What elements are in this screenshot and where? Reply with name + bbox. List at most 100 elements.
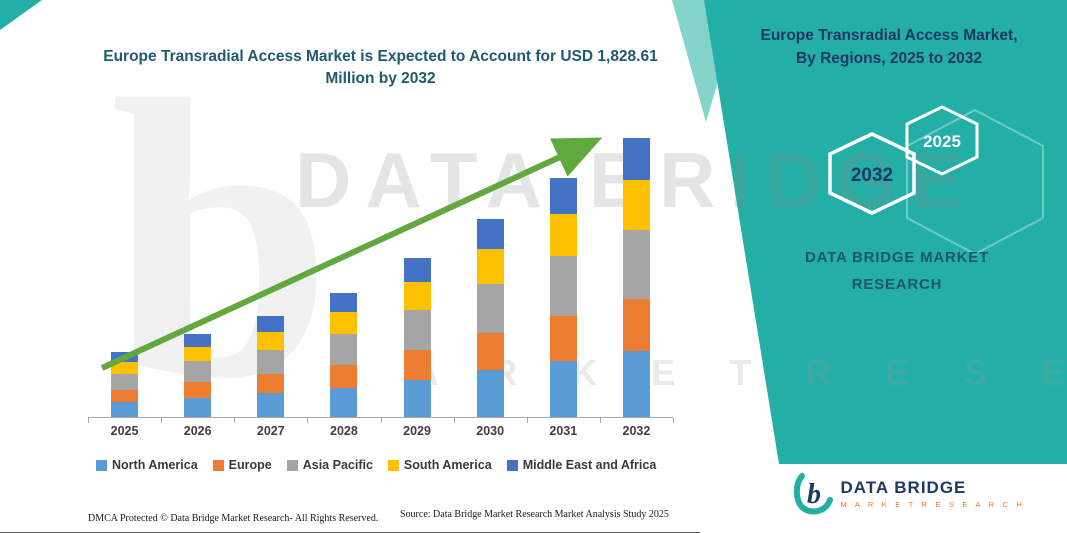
legend-swatch — [387, 459, 399, 471]
stacked-bar-2031 — [549, 177, 577, 417]
bar-segment — [330, 364, 358, 388]
bar-segment — [257, 349, 285, 375]
hexagon-2032 — [828, 132, 916, 215]
bar-segment — [111, 373, 139, 390]
bar-segment — [476, 248, 504, 285]
source-note: Source: Data Bridge Market Research Mark… — [400, 509, 669, 520]
bar-cell — [381, 118, 454, 417]
bar-cell — [234, 118, 307, 417]
bar-segment — [257, 331, 285, 350]
panel-title: Europe Transradial Access Market, By Reg… — [739, 24, 1039, 71]
bar-segment — [330, 388, 358, 417]
bar-cell — [307, 118, 380, 417]
legend-swatch — [506, 459, 518, 471]
bar-segment — [476, 218, 504, 249]
chart-title: Europe Transradial Access Market is Expe… — [103, 48, 658, 88]
right-panel: Europe Transradial Access Market, By Reg… — [727, 0, 1067, 533]
brand-line2: RESEARCH — [851, 276, 943, 293]
hexagon-2032-label: 2032 — [851, 165, 893, 186]
axis-tick — [453, 418, 455, 423]
legend-swatch — [96, 459, 107, 471]
legend-item: Europe — [212, 458, 272, 472]
x-axis-label: 2027 — [256, 424, 285, 438]
bar-segment — [622, 351, 650, 417]
legend-swatch — [212, 459, 224, 471]
stacked-bar-2026 — [184, 334, 212, 417]
bars-row — [88, 118, 673, 418]
brand-text: DATA BRIDGE MARKET RESEARCH — [747, 244, 1047, 298]
x-axis-label: 2025 — [110, 424, 139, 438]
stacked-bar-2029 — [403, 257, 431, 417]
hexagon-2025-label: 2025 — [923, 132, 961, 151]
axis-tick — [307, 418, 309, 423]
axis-tick — [88, 418, 89, 423]
legend-label: South America — [403, 458, 492, 472]
bar-segment — [330, 312, 358, 335]
bar-segment — [403, 349, 431, 380]
dmca-notice: DMCA Protected © Data Bridge Market Rese… — [88, 513, 379, 524]
databridge-logo: b DATA BRIDGE M A R K E T R E S E A R C … — [793, 471, 1026, 515]
bar-segment — [549, 256, 577, 316]
bar-segment — [184, 397, 212, 417]
legend-label: North America — [112, 458, 198, 472]
bar-segment — [476, 284, 504, 334]
bar-segment — [111, 362, 139, 374]
legend-swatch — [286, 459, 298, 471]
panel-title-line1: Europe Transradial Access Market, — [760, 27, 1018, 44]
bar-segment — [549, 214, 577, 257]
chart-legend: North America Europe Asia Pacific South Ame… — [96, 458, 656, 472]
bar-cell — [527, 118, 600, 417]
bar-segment — [111, 401, 139, 417]
bar-segment — [403, 281, 431, 311]
bar-segment — [184, 361, 212, 382]
bar-segment — [330, 334, 358, 365]
logo-subtitle: M A R K E T R E S E A R C H — [840, 499, 1025, 509]
bar-segment — [622, 180, 650, 230]
x-axis-label: 2029 — [403, 424, 431, 438]
bar-segment — [184, 346, 212, 362]
stacked-bar-2032 — [622, 137, 650, 417]
bar-segment — [111, 352, 139, 363]
legend-item: North America — [96, 458, 198, 472]
panel-title-line2: By Regions, 2025 to 2032 — [795, 50, 983, 68]
stacked-bar-2028 — [330, 293, 358, 417]
bar-segment — [549, 315, 577, 361]
bar-segment — [403, 257, 431, 282]
axis-tick — [380, 418, 382, 423]
axis-tick — [161, 418, 163, 423]
legend-label: Middle East and Africa — [522, 458, 657, 472]
x-axis-label: 2028 — [330, 424, 358, 438]
bar-segment — [622, 298, 650, 352]
legend-label: Asia Pacific — [302, 458, 373, 472]
x-axis-label: 2032 — [622, 424, 651, 438]
logo-text-block: DATA BRIDGE M A R K E T R E S E A R C H — [841, 478, 1026, 509]
stacked-bar-2025 — [111, 352, 139, 417]
bar-segment — [403, 310, 431, 350]
x-axis-label: 2026 — [183, 424, 212, 438]
bar-cell — [600, 118, 673, 417]
logo-name: DATA BRIDGE — [840, 477, 967, 497]
x-axis-ticks — [88, 418, 674, 423]
bar-segment — [476, 333, 504, 371]
hexagon-2025 — [905, 105, 979, 176]
bar-cell — [88, 118, 161, 417]
x-axis-labels-row: 2025 2026 2027 2028 2029 2030 2031 2032 — [88, 418, 674, 438]
legend-item: Asia Pacific — [286, 458, 373, 472]
stacked-bar-2027 — [257, 316, 285, 417]
legend-label: Europe — [228, 458, 272, 472]
axis-tick — [526, 418, 528, 423]
bar-segment — [549, 177, 577, 215]
bar-segment — [403, 379, 431, 417]
x-axis-label: 2031 — [549, 424, 578, 438]
chart-plot-area: 2025 2026 2027 2028 2029 2030 2031 2032 — [88, 118, 674, 438]
x-axis-label: 2030 — [476, 424, 505, 438]
bar-segment — [622, 137, 650, 181]
databridge-logo-icon: b — [793, 473, 833, 515]
logo-monogram: b — [807, 479, 821, 510]
axis-tick — [599, 418, 601, 423]
bar-segment — [257, 316, 285, 332]
bar-segment — [257, 393, 285, 417]
legend-item: Middle East and Africa — [506, 458, 657, 472]
bar-segment — [184, 381, 212, 398]
